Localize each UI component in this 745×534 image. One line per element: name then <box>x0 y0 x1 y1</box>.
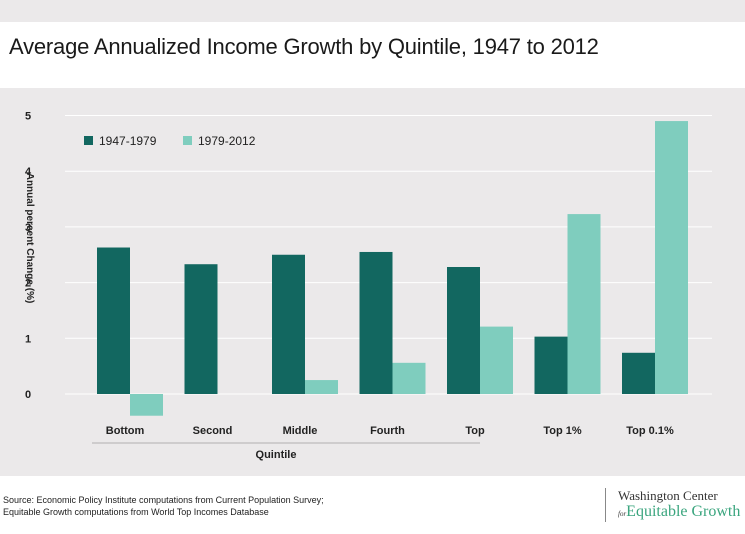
y-tick-label: 0 <box>25 389 31 401</box>
logo-line-1: Washington Center <box>618 488 718 503</box>
x-tick-label: Top <box>465 425 485 437</box>
logo-for: for <box>618 510 627 518</box>
source-note: Source: Economic Policy Institute comput… <box>3 494 324 518</box>
x-tick-label: Top 0.1% <box>626 425 674 437</box>
bar-series2 <box>130 394 163 416</box>
y-tick-label: 4 <box>25 166 32 178</box>
bar-series1 <box>359 251 393 394</box>
bar-series2 <box>567 214 601 394</box>
x-tick-label: Middle <box>283 425 318 437</box>
y-tick-label: 2 <box>25 278 31 290</box>
x-axis-label: Quintile <box>256 449 297 461</box>
y-tick-label: 1 <box>25 333 31 345</box>
bar-series2 <box>392 362 426 394</box>
y-tick-label: 3 <box>25 222 31 234</box>
bar-series1 <box>184 264 218 394</box>
x-tick-label: Second <box>193 425 233 437</box>
x-tick-label: Fourth <box>370 425 405 437</box>
source-line-1: Source: Economic Policy Institute comput… <box>3 495 324 505</box>
source-line-2: Equitable Growth computations from World… <box>3 507 269 517</box>
bar-chart: 0 1 2 3 4 5 Bottom Second Middle Fourth Top Top 1% T… <box>24 111 712 461</box>
bar-series2 <box>480 326 513 394</box>
footer <box>0 476 745 534</box>
legend-label: 1979-2012 <box>198 134 256 148</box>
bar-series1 <box>272 254 305 394</box>
bar-series1 <box>534 336 568 394</box>
bar-series1 <box>447 267 480 394</box>
logo-line-2: forEquitable Growth <box>618 503 740 523</box>
bar-series2 <box>305 380 338 394</box>
y-tick-label: 5 <box>25 111 31 123</box>
x-tick-label: Bottom <box>106 425 145 437</box>
chart-title: Average Annualized Income Growth by Quin… <box>9 34 599 59</box>
bar-series1 <box>622 352 655 394</box>
legend-swatch <box>183 136 192 145</box>
logo-line-2-text: Equitable Growth <box>626 503 741 520</box>
logo: Washington Center forEquitable Growth <box>605 488 740 522</box>
x-tick-label: Top 1% <box>543 425 582 437</box>
bar-series1 <box>97 247 130 394</box>
legend-label: 1947-1979 <box>99 134 157 148</box>
title-band <box>0 22 745 88</box>
y-axis-label: Annual percent Change (%) <box>24 173 35 304</box>
bar-series2 <box>655 121 688 394</box>
legend-swatch <box>84 136 93 145</box>
